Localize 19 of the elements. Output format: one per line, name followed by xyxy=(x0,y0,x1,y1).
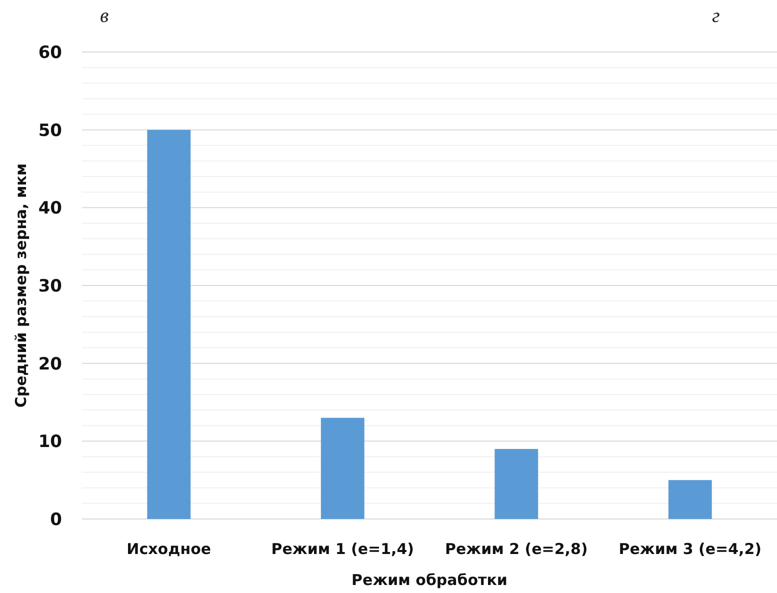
y-tick-label: 30 xyxy=(38,276,62,296)
x-axis-title: Режим обработки xyxy=(352,571,508,589)
bar xyxy=(320,418,364,519)
y-axis-title: Средний размер зерна, мкм xyxy=(12,163,30,408)
y-tick-label: 0 xyxy=(50,510,62,530)
text: в xyxy=(100,5,109,27)
y-tick-label: 60 xyxy=(38,42,62,63)
text: г xyxy=(712,5,720,27)
bar xyxy=(668,480,712,519)
x-tick-label: Режим 1 (e=1,4) xyxy=(271,540,414,558)
x-tick-label: Исходное xyxy=(126,540,212,558)
y-tick-label: 20 xyxy=(38,354,62,374)
y-tick-label: 40 xyxy=(38,198,62,219)
x-tick-label: Режим 2 (e=2,8) xyxy=(444,540,588,558)
y-tick-label: 10 xyxy=(38,432,62,452)
bar xyxy=(494,448,538,519)
y-tick-label: 50 xyxy=(38,120,62,141)
bar xyxy=(147,130,191,519)
x-tick-label: Режим 3 (e=4,2) xyxy=(618,540,762,558)
